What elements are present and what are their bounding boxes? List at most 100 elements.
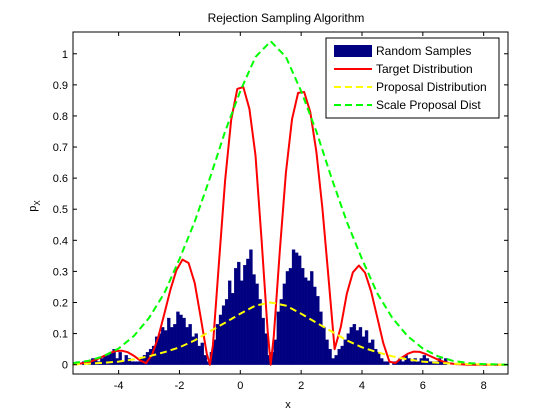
histogram-bar bbox=[264, 333, 268, 365]
histogram-bar bbox=[185, 327, 189, 365]
histogram-bar bbox=[161, 327, 165, 365]
histogram-bar bbox=[307, 280, 311, 365]
axes: -4 -2 0 2 4 6 8 0 0.1 0.2 0.3 0.4 0.5 0.6 0.7 0.8 0.9 1 bbox=[53, 31, 509, 392]
histogram-bar bbox=[428, 361, 433, 365]
histogram-bar bbox=[294, 252, 299, 365]
histogram-bar bbox=[231, 293, 235, 365]
histogram-bar bbox=[136, 361, 141, 365]
x-axis-label: x bbox=[285, 399, 291, 411]
histogram-bar bbox=[130, 361, 134, 365]
x-tick-label: 6 bbox=[420, 380, 426, 392]
histogram-bar bbox=[322, 327, 326, 365]
y-tick-label: 0.6 bbox=[53, 173, 68, 185]
histogram-bar bbox=[221, 305, 226, 365]
y-tick-label: 0.5 bbox=[53, 204, 68, 216]
y-axis-label-main: p bbox=[27, 206, 39, 212]
x-tick-label: 0 bbox=[237, 380, 243, 392]
histogram-bar bbox=[276, 311, 281, 365]
histogram-bar bbox=[291, 249, 296, 365]
histogram-bar bbox=[182, 317, 186, 365]
y-axis-label-group: pX bbox=[27, 200, 42, 212]
legend-label: Scale Proposal Dist bbox=[376, 98, 481, 112]
legend-samples-swatch bbox=[334, 45, 372, 57]
histogram-bar bbox=[194, 333, 198, 365]
y-tick-label: 0.2 bbox=[53, 297, 68, 309]
histogram-bar bbox=[331, 358, 335, 365]
proposal-distribution-line bbox=[72, 301, 508, 366]
y-tick-label: 0.8 bbox=[53, 111, 68, 123]
chart-title: Rejection Sampling Algorithm bbox=[208, 11, 365, 25]
histogram-bar bbox=[258, 299, 262, 365]
histogram-bar bbox=[218, 314, 223, 365]
histogram-bar bbox=[361, 336, 366, 365]
histogram-bar bbox=[246, 258, 250, 365]
distribution-curves bbox=[72, 40, 509, 366]
y-tick-label: 0.4 bbox=[53, 235, 68, 247]
histogram-bar bbox=[325, 339, 329, 365]
histogram-bar bbox=[255, 283, 259, 365]
x-tick-label: -2 bbox=[175, 380, 185, 392]
histogram-bar bbox=[227, 280, 232, 365]
y-axis-label-subscript: X bbox=[33, 200, 42, 206]
histogram-bar bbox=[179, 314, 183, 365]
histogram-bar bbox=[112, 348, 116, 365]
histogram-bar bbox=[367, 342, 372, 365]
histogram-bar bbox=[355, 330, 360, 365]
histogram-bar bbox=[124, 355, 128, 365]
histogram-bar bbox=[386, 361, 390, 365]
histogram-bar bbox=[410, 361, 414, 365]
y-tick-label: 0 bbox=[62, 360, 68, 372]
histogram-bar bbox=[316, 296, 320, 365]
x-tick-label: 4 bbox=[359, 380, 365, 392]
y-tick-label: 1 bbox=[62, 49, 68, 61]
histogram-bar bbox=[173, 324, 177, 365]
histogram-bar bbox=[188, 324, 192, 365]
histogram-bar bbox=[224, 299, 229, 365]
histogram-bar bbox=[383, 361, 387, 365]
histogram-bar bbox=[340, 345, 344, 365]
histogram-bar bbox=[416, 361, 420, 365]
y-axis-label: pX bbox=[27, 200, 42, 212]
histogram-bar bbox=[288, 268, 293, 365]
y-tick-label: 0.7 bbox=[53, 142, 68, 154]
histogram-bar bbox=[170, 327, 174, 365]
histogram-bar bbox=[313, 286, 317, 365]
histogram-bar bbox=[240, 280, 244, 365]
histogram-bar bbox=[282, 283, 287, 365]
histogram-bar bbox=[349, 327, 354, 365]
y-tick-label: 0.1 bbox=[53, 329, 68, 341]
histogram-bar bbox=[407, 358, 411, 365]
y-tick-label: 0.9 bbox=[53, 80, 68, 92]
histogram-bar bbox=[133, 361, 138, 365]
histogram-bar bbox=[352, 324, 357, 365]
legend-label: Target Distribution bbox=[376, 62, 473, 76]
histogram-bar bbox=[167, 317, 171, 365]
axes-box bbox=[72, 31, 509, 375]
histogram-bar bbox=[285, 271, 290, 365]
histogram-bar bbox=[422, 355, 427, 365]
histogram-bar bbox=[304, 277, 308, 365]
legend-label: Random Samples bbox=[376, 44, 471, 58]
histogram-bar bbox=[370, 339, 375, 365]
histogram-bar bbox=[343, 339, 347, 365]
x-tick-label: 8 bbox=[481, 380, 487, 392]
histogram-bar bbox=[328, 348, 332, 365]
histogram-bar bbox=[346, 333, 350, 365]
histogram-bar bbox=[374, 348, 378, 365]
histogram-bar bbox=[164, 330, 168, 365]
x-tick-label: -4 bbox=[114, 380, 124, 392]
histogram-bar bbox=[273, 339, 277, 365]
histogram-bar bbox=[297, 255, 302, 365]
histogram-bar bbox=[118, 352, 122, 365]
legend: Random Samples Target Distribution Proposa… bbox=[325, 37, 500, 119]
histogram-bar bbox=[337, 348, 341, 365]
histogram-bar bbox=[215, 324, 220, 365]
target-distribution-line bbox=[72, 86, 505, 366]
histogram-bar bbox=[319, 311, 323, 365]
histogram-bar bbox=[197, 345, 201, 365]
legend-label: Proposal Distribution bbox=[376, 80, 487, 94]
histogram-bar bbox=[334, 355, 338, 365]
scale-proposal-line bbox=[72, 40, 509, 366]
histogram-bar bbox=[300, 268, 305, 365]
